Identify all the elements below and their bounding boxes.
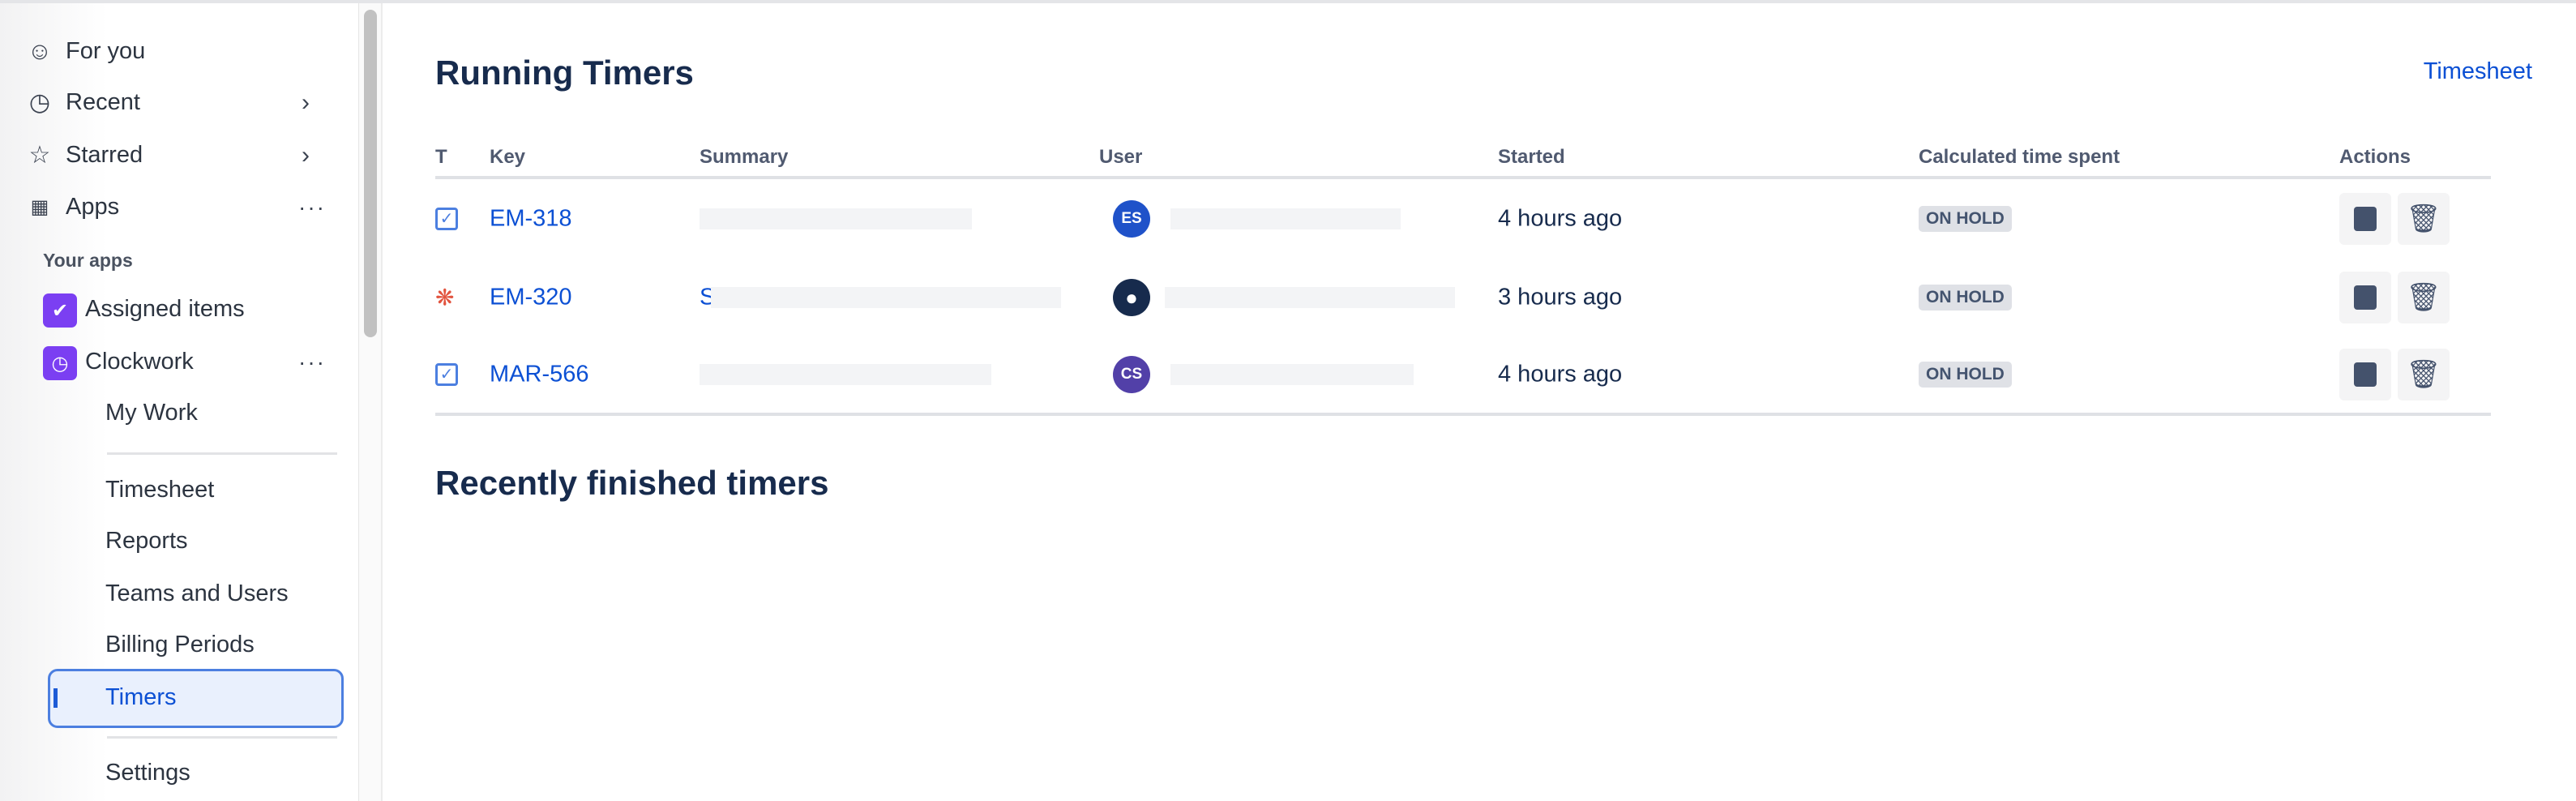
top-border [0,0,2576,3]
started-time: 4 hours ago [1498,361,1623,388]
status-lozenge: ON HOLD [1919,285,2012,311]
sidebar-item-timers[interactable]: Timers [105,684,177,710]
stop-timer-button[interactable] [2339,349,2391,400]
column-header-summary: Summary [700,146,789,168]
sidebar-item-apps[interactable]: ▦ Apps ··· [31,194,326,221]
stop-timer-button[interactable] [2339,193,2391,245]
sidebar-item-recent[interactable]: ◷ Recent › [29,88,325,117]
column-header-actions: Actions [2339,146,2411,168]
bug-icon: ❋ [435,285,455,311]
assigned-items-app-icon: ✔ [43,293,77,328]
sidebar-item-label: For you [66,38,146,64]
sidebar-item-for-you[interactable]: ☺ For you [28,38,146,65]
sidebar-item-label: Starred [66,142,143,168]
trash-icon: 🗑 [2406,359,2441,390]
status-lozenge: ON HOLD [1919,362,2012,388]
redacted-summary [700,208,972,229]
chevron-right-icon[interactable]: › [302,88,310,116]
user-avatar: ES [1113,200,1150,238]
redacted-summary [711,287,1061,308]
sidebar-item-my-work[interactable]: My Work [105,400,198,426]
sidebar-item-label: Recent [66,89,140,115]
redacted-user-name [1170,364,1414,385]
sidebar-item-timers-selected[interactable] [48,669,344,728]
trash-icon: 🗑 [2406,282,2441,313]
stop-icon [2354,207,2377,231]
started-time: 4 hours ago [1498,205,1623,232]
sidebar [0,3,358,801]
sidebar-item-timesheet[interactable]: Timesheet [105,477,215,503]
table-row: ❋ EM-320 S ● 3 hours ago ON HOLD 🗑 [435,261,2491,334]
delete-timer-button[interactable]: 🗑 [2398,193,2450,245]
delete-timer-button[interactable]: 🗑 [2398,272,2450,323]
sidebar-item-reports[interactable]: Reports [105,528,188,554]
column-header-calculated-time: Calculated time spent [1919,146,2120,168]
issue-key-link[interactable]: EM-320 [490,284,572,311]
timesheet-link[interactable]: Timesheet [2423,58,2532,84]
your-apps-heading: Your apps [43,250,133,271]
delete-timer-button[interactable]: 🗑 [2398,349,2450,400]
table-row: ✓ EM-318 ES 4 hours ago ON HOLD 🗑 [435,182,2491,255]
divider [107,452,337,455]
issue-key-link[interactable]: MAR-566 [490,361,589,388]
sidebar-item-billing-periods[interactable]: Billing Periods [105,632,255,658]
sidebar-item-starred[interactable]: ☆ Starred › [29,141,325,169]
table-row: ✓ MAR-566 CS 4 hours ago ON HOLD 🗑 [435,338,2491,411]
stop-timer-button[interactable] [2339,272,2391,323]
status-lozenge: ON HOLD [1919,206,2012,232]
more-icon[interactable]: ··· [298,349,326,375]
sidebar-item-settings[interactable]: Settings [105,760,190,786]
sidebar-scrollbar-thumb[interactable] [364,10,377,337]
divider [107,736,337,739]
sidebar-app-assigned-items[interactable]: Assigned items [85,296,245,323]
sidebar-item-label: Apps [66,194,120,220]
user-avatar: CS [1113,356,1150,393]
apps-grid-icon: ▦ [30,196,49,218]
task-checkbox-icon: ✓ [435,208,458,230]
sidebar-app-clockwork[interactable]: Clockwork ··· [85,349,328,375]
stop-icon [2354,285,2377,310]
column-header-type: T [435,146,447,168]
column-header-user: User [1099,146,1143,168]
redacted-summary [700,364,991,385]
table-bottom-divider [435,413,2491,416]
redacted-user-name [1165,287,1455,308]
clock-icon: ◷ [28,89,51,116]
sidebar-item-label: Clockwork [85,349,194,375]
selected-indicator [53,688,58,708]
sidebar-item-teams-and-users[interactable]: Teams and Users [105,580,289,606]
clockwork-app-icon: ◷ [43,346,77,380]
person-circle-icon: ☺ [27,37,53,65]
recent-timers-title: Recently finished timers [435,464,829,502]
column-header-key: Key [490,146,526,168]
chevron-right-icon[interactable]: › [302,141,310,169]
redacted-user-name [1170,208,1401,229]
page-title: Running Timers [435,54,694,92]
header-divider [435,176,2491,179]
stop-icon [2354,362,2377,387]
more-icon[interactable]: ··· [298,194,326,220]
sidebar-item-label: Assigned items [85,296,245,322]
issue-key-link[interactable]: EM-318 [490,205,572,232]
trash-icon: 🗑 [2406,203,2441,234]
task-checkbox-icon: ✓ [435,363,458,386]
column-header-started: Started [1498,146,1565,168]
star-icon: ☆ [28,142,51,169]
started-time: 3 hours ago [1498,284,1623,311]
default-user-avatar-icon: ● [1113,279,1150,316]
